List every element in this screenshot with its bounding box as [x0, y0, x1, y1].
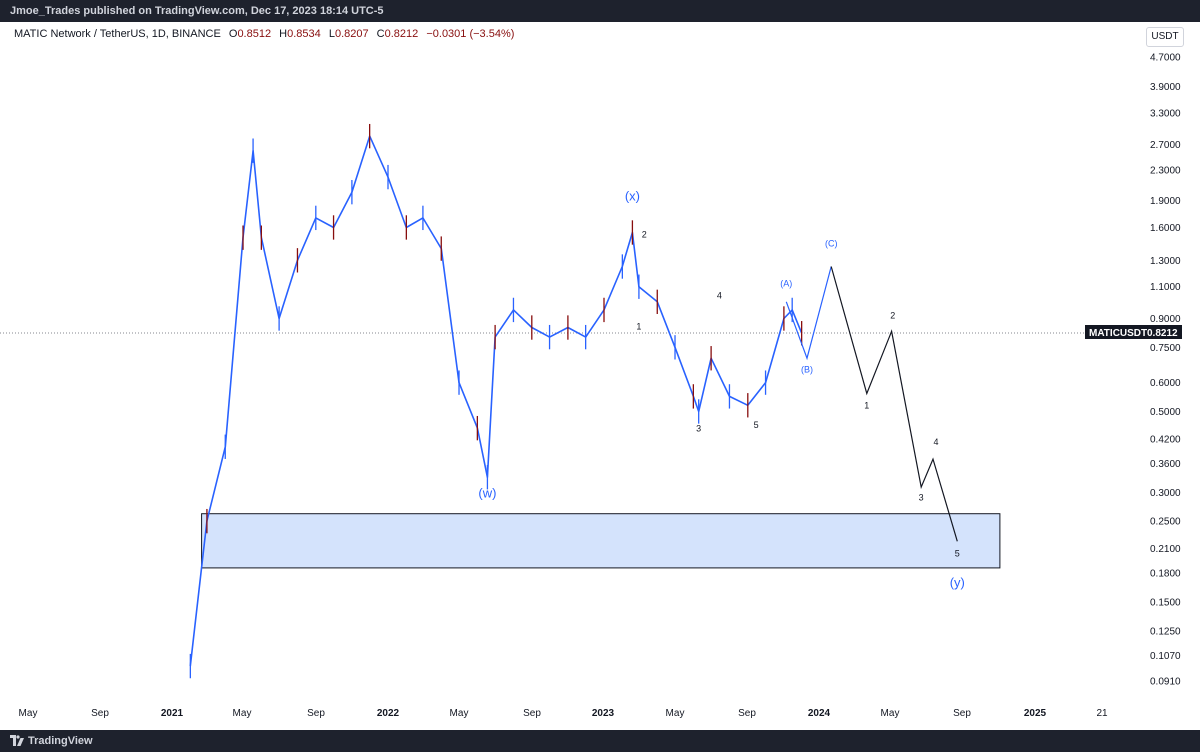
time-tick-label: 21 — [1096, 708, 1108, 719]
price-tag-bg — [1085, 325, 1182, 339]
price-tick-label: 0.3600 — [1150, 459, 1181, 470]
price-tag-value: 0.8212 — [1147, 328, 1178, 339]
wave-label: 5 — [754, 420, 759, 430]
price-tick-label: 2.3000 — [1150, 166, 1181, 177]
price-tick-label: 0.7500 — [1150, 343, 1181, 354]
wave-label: (y) — [950, 575, 965, 590]
open-label: O — [228, 28, 238, 40]
price-tick-label: 0.9000 — [1150, 314, 1181, 325]
projection-layer — [785, 266, 958, 542]
wave-label: (B) — [801, 364, 813, 374]
tradingview-brand: TradingView — [28, 735, 93, 747]
wave-label: (x) — [625, 188, 640, 203]
price-tick-label: 0.0910 — [1150, 677, 1181, 688]
price-tick-label: 1.6000 — [1150, 223, 1181, 234]
low-label: L — [328, 28, 335, 40]
close-value: 0.8212 — [384, 28, 419, 40]
time-tick-label: Sep — [953, 708, 971, 719]
price-tick-label: 0.2100 — [1150, 544, 1181, 555]
time-tick-label: May — [450, 708, 469, 719]
time-tick-label: 2021 — [161, 708, 184, 719]
close-label: C — [376, 28, 385, 40]
open-value: 0.8512 — [237, 28, 272, 40]
wave-label: 2 — [890, 310, 895, 320]
target-zone-layer — [201, 513, 1001, 569]
wave-label: 1 — [636, 321, 641, 331]
time-tick-label: 2025 — [1024, 708, 1047, 719]
chart-frame[interactable]: (w) (x) (y) (A) (B) (C) 1 2 3 4 5 1 2 3 4 5 4.7000 3.900… — [0, 22, 1200, 730]
price-tick-label: 1.9000 — [1150, 196, 1181, 207]
symbol-name: MATIC Network / TetherUS, 1D, BINANCE — [14, 28, 221, 40]
price-tick-label: 1.3000 — [1150, 256, 1181, 267]
wave-label: 3 — [919, 492, 924, 502]
price-tick-label: 0.1800 — [1150, 569, 1181, 580]
price-line — [189, 135, 803, 667]
time-tick-label: May — [881, 708, 900, 719]
wave-labels-layer: (w) (x) (y) (A) (B) (C) 1 2 3 4 5 1 2 3 4 5 — [478, 188, 964, 590]
time-tick-label: May — [19, 708, 38, 719]
publish-info: Jmoe_Trades published on TradingView.com… — [10, 5, 384, 17]
time-tick-label: 2024 — [808, 708, 831, 719]
wave-label: 1 — [864, 400, 869, 410]
time-tick-label: May — [666, 708, 685, 719]
low-value: 0.8207 — [334, 28, 369, 40]
wave-label: 2 — [642, 230, 647, 240]
high-label: H — [279, 28, 288, 40]
time-tick-label: Sep — [91, 708, 109, 719]
last-price-tag: MATICUSDT 0.8212 — [1085, 325, 1182, 339]
time-tick-label: Sep — [523, 708, 541, 719]
time-tick-label: 2023 — [592, 708, 615, 719]
change-value: −0.0301 (−3.54%) — [426, 28, 515, 40]
wave-label: (A) — [780, 279, 792, 289]
time-tick-label: Sep — [738, 708, 756, 719]
time-tick-label: Sep — [307, 708, 325, 719]
price-tick-label: 0.1250 — [1150, 626, 1181, 637]
price-tick-label: 0.3000 — [1150, 488, 1181, 499]
price-tick-label: 3.3000 — [1150, 108, 1181, 119]
price-tick-label: 4.7000 — [1150, 53, 1181, 64]
wave-label: 3 — [696, 424, 701, 434]
time-axis[interactable]: May Sep 2021 May Sep 2022 May Sep 2023 May Sep 2024… — [19, 708, 1108, 719]
footer-bar: TradingView — [0, 730, 1200, 752]
time-tick-label: 2022 — [377, 708, 400, 719]
wave-label: 5 — [955, 548, 960, 558]
price-tick-label: 1.1000 — [1150, 282, 1181, 293]
wave-label: 4 — [933, 437, 938, 447]
price-tick-label: 0.4200 — [1150, 435, 1181, 446]
high-value: 0.8534 — [287, 28, 321, 40]
price-tick-label: 3.9000 — [1150, 82, 1181, 93]
abc-projection-path — [785, 266, 832, 361]
currency-button[interactable]: USDT — [1146, 27, 1184, 47]
price-tick-label: 0.5000 — [1150, 407, 1181, 418]
impulse-projection-path — [830, 266, 958, 542]
price-tick-label: 0.1500 — [1150, 597, 1181, 608]
price-axis[interactable]: 4.7000 3.9000 3.3000 2.7000 2.3000 1.9000 1.60… — [1150, 53, 1181, 688]
time-tick-label: May — [233, 708, 252, 719]
wave-label: (C) — [825, 238, 838, 248]
price-tick-label: 0.1070 — [1150, 651, 1181, 662]
price-tick-label: 0.6000 — [1150, 378, 1181, 389]
wave-label: 4 — [717, 291, 722, 301]
price-tick-label: 2.7000 — [1150, 140, 1181, 151]
price-tag-symbol: MATICUSDT — [1089, 328, 1147, 339]
price-series-layer — [189, 123, 803, 679]
target-zone-box — [201, 513, 1001, 569]
symbol-legend: MATIC Network / TetherUS, 1D, BINANCE O0… — [14, 28, 514, 40]
publish-header: Jmoe_Trades published on TradingView.com… — [0, 0, 1200, 22]
price-chart[interactable]: (w) (x) (y) (A) (B) (C) 1 2 3 4 5 1 2 3 4 5 4.7000 3.900… — [0, 22, 1200, 730]
price-tick-label: 0.2500 — [1150, 517, 1181, 528]
tradingview-logo-icon — [10, 735, 24, 746]
wave-label: (w) — [478, 486, 496, 501]
